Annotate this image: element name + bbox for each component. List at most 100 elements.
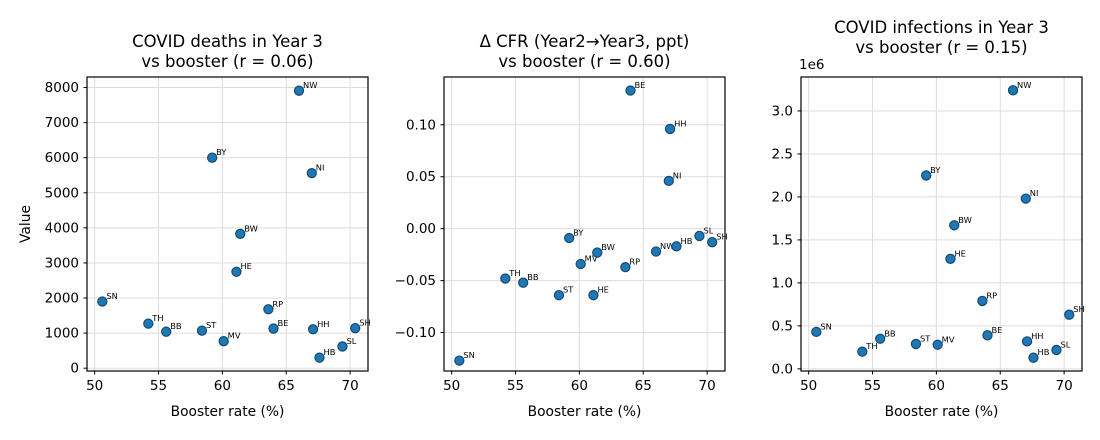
- point-label-ST: ST: [206, 320, 217, 330]
- data-point-RP: [620, 261, 631, 273]
- y-tick-label: 1.0: [772, 275, 793, 291]
- data-point-SN: [811, 326, 822, 338]
- x-tick-label: 65: [278, 378, 295, 394]
- point-label-HE: HE: [240, 261, 251, 271]
- point-label-NW: NW: [660, 241, 674, 251]
- data-point-HB: [314, 352, 325, 363]
- point-label-RP: RP: [986, 290, 997, 300]
- data-point-TH: [857, 346, 868, 357]
- x-tick-label: 55: [507, 378, 524, 394]
- point-label-HB: HB: [680, 236, 692, 246]
- y-tick-label: 0.0: [772, 361, 793, 377]
- axes-spines: [800, 76, 1083, 372]
- point-label-NI: NI: [316, 163, 325, 173]
- x-axis-label: Booster rate (%): [528, 404, 642, 420]
- data-point-BB: [161, 326, 172, 337]
- x-tick-label: 60: [214, 378, 231, 394]
- data-point-BE: [268, 323, 279, 334]
- y-tick-label: 2.0: [772, 189, 793, 205]
- y-tick-label: −0.10: [395, 325, 436, 341]
- data-point-SL: [1051, 344, 1062, 356]
- point-label-NI: NI: [1030, 188, 1039, 198]
- y-tick-label: 5000: [45, 185, 79, 201]
- data-point-SH: [350, 323, 361, 334]
- data-point-BY: [564, 232, 575, 244]
- data-point-BW: [949, 220, 960, 231]
- subplot-1: 50 55 60 65 70 0 1000 2000 3000 4000 5000 6000 7000 8…: [18, 32, 371, 420]
- data-point-BB: [875, 333, 886, 344]
- point-label-SH: SH: [716, 232, 728, 242]
- data-point-NW: [650, 246, 662, 257]
- point-label-ST: ST: [563, 285, 574, 295]
- subplot-title-line2: vs booster (r = 0.15): [855, 38, 1027, 57]
- point-label-NW: NW: [1017, 80, 1031, 90]
- point-label-NW: NW: [303, 80, 317, 90]
- data-point-BY: [207, 152, 218, 163]
- y-tick-label: 0.5: [772, 318, 793, 334]
- data-point-HE: [945, 253, 956, 264]
- data-point-NI: [306, 167, 317, 179]
- data-point-NI: [1020, 193, 1031, 204]
- x-tick-label: 60: [571, 378, 588, 394]
- y-tick-label: 0.00: [406, 221, 436, 237]
- y-tick-label: 3000: [45, 255, 79, 271]
- data-point-MV: [932, 339, 943, 350]
- point-label-SL: SL: [1060, 339, 1070, 349]
- y-axis-label: Value: [18, 205, 34, 243]
- y-tick-label: 7000: [45, 115, 79, 131]
- point-label-BB: BB: [170, 321, 182, 331]
- point-label-SL: SL: [346, 336, 356, 346]
- point-label-BE: BE: [277, 318, 288, 328]
- point-label-BB: BB: [884, 328, 896, 338]
- data-point-HB: [671, 241, 682, 252]
- point-label-SN: SN: [106, 291, 117, 301]
- subplot-3: 50 55 60 65 70 0.0 0.5 1.0 1.5 2.0 2.5 3.0 COVID inf…: [772, 18, 1085, 420]
- data-point-HH: [1021, 336, 1033, 347]
- subplot-2: 50 55 60 65 70 −0.10 −0.05 0.00 0.05 0.10 Δ CFR (Y…: [395, 32, 728, 420]
- data-point-TH: [143, 318, 154, 329]
- point-label-TH: TH: [508, 268, 520, 278]
- data-point-SL: [337, 341, 348, 352]
- data-point-SH: [707, 237, 718, 248]
- y-tick-label: 2.5: [772, 146, 793, 162]
- data-point-SN: [454, 355, 465, 366]
- point-label-BB: BB: [527, 272, 539, 282]
- point-label-HE: HE: [597, 285, 608, 295]
- x-tick-label: 50: [800, 378, 817, 394]
- subplot-title-line1: COVID infections in Year 3: [834, 18, 1049, 37]
- point-label-TH: TH: [151, 313, 163, 323]
- point-label-MV: MV: [942, 334, 955, 344]
- point-label-BY: BY: [216, 147, 227, 157]
- data-point-BY: [921, 170, 932, 181]
- subplot-title-line1: Δ CFR (Year2→Year3, ppt): [480, 32, 690, 51]
- point-label-SH: SH: [359, 318, 371, 328]
- y-tick-label: −0.05: [395, 273, 436, 289]
- x-axis-label: Booster rate (%): [885, 404, 999, 420]
- point-label-TH: TH: [865, 341, 877, 351]
- x-tick-label: 50: [86, 378, 103, 394]
- data-point-SL: [694, 230, 705, 242]
- x-tick-label: 70: [699, 378, 716, 394]
- data-point-BW: [235, 228, 246, 239]
- y-tick-label: 1000: [45, 326, 79, 342]
- data-point-HB: [1028, 352, 1039, 363]
- x-tick-label: 65: [992, 378, 1009, 394]
- point-label-SN: SN: [463, 350, 474, 360]
- data-point-BE: [625, 85, 636, 96]
- data-point-SN: [97, 296, 108, 307]
- data-point-NW: [293, 85, 305, 96]
- x-tick-label: 70: [342, 378, 359, 394]
- point-label-HB: HB: [323, 347, 335, 357]
- y-tick-label: 6000: [45, 150, 79, 166]
- point-label-BW: BW: [244, 223, 258, 233]
- data-point-HE: [231, 266, 242, 277]
- axes-spines: [86, 76, 369, 372]
- data-point-RP: [263, 304, 274, 315]
- x-tick-label: 55: [864, 378, 881, 394]
- axes-background: [444, 77, 725, 371]
- y-axis-offset-label: 1e6: [799, 57, 824, 73]
- x-tick-label: 65: [635, 378, 652, 394]
- data-point-HE: [588, 290, 599, 301]
- x-tick-label: 55: [150, 378, 167, 394]
